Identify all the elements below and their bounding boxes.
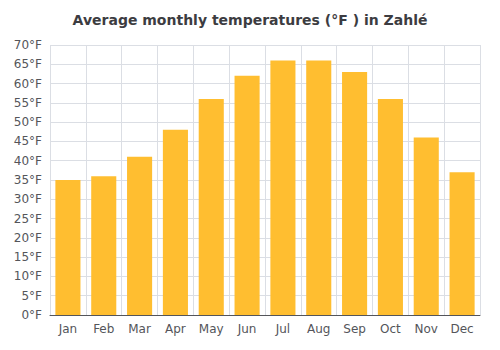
svg-text:35°F: 35°F: [14, 173, 42, 187]
svg-text:30°F: 30°F: [14, 192, 42, 206]
svg-text:Sep: Sep: [343, 322, 366, 336]
svg-text:Jan: Jan: [58, 322, 78, 336]
svg-text:Jul: Jul: [275, 322, 290, 336]
svg-text:Aug: Aug: [307, 322, 330, 336]
svg-text:Apr: Apr: [165, 322, 186, 336]
svg-text:Oct: Oct: [380, 322, 401, 336]
svg-text:25°F: 25°F: [14, 212, 42, 226]
svg-text:20°F: 20°F: [14, 231, 42, 245]
svg-text:65°F: 65°F: [14, 57, 42, 71]
svg-text:70°F: 70°F: [14, 38, 42, 52]
svg-text:40°F: 40°F: [14, 154, 42, 168]
svg-text:55°F: 55°F: [14, 96, 42, 110]
svg-text:May: May: [199, 322, 224, 336]
svg-text:45°F: 45°F: [14, 134, 42, 148]
svg-text:Feb: Feb: [93, 322, 114, 336]
svg-text:Average monthly temperatures (: Average monthly temperatures (°F ) in Za…: [73, 12, 428, 28]
svg-text:50°F: 50°F: [14, 115, 42, 129]
svg-text:Nov: Nov: [415, 322, 438, 336]
svg-text:5°F: 5°F: [21, 289, 42, 303]
svg-text:Mar: Mar: [128, 322, 151, 336]
svg-text:Jun: Jun: [237, 322, 257, 336]
svg-text:60°F: 60°F: [14, 77, 42, 91]
svg-text:0°F: 0°F: [21, 308, 42, 322]
svg-text:Dec: Dec: [450, 322, 473, 336]
svg-text:15°F: 15°F: [14, 250, 42, 264]
svg-text:10°F: 10°F: [14, 269, 42, 283]
